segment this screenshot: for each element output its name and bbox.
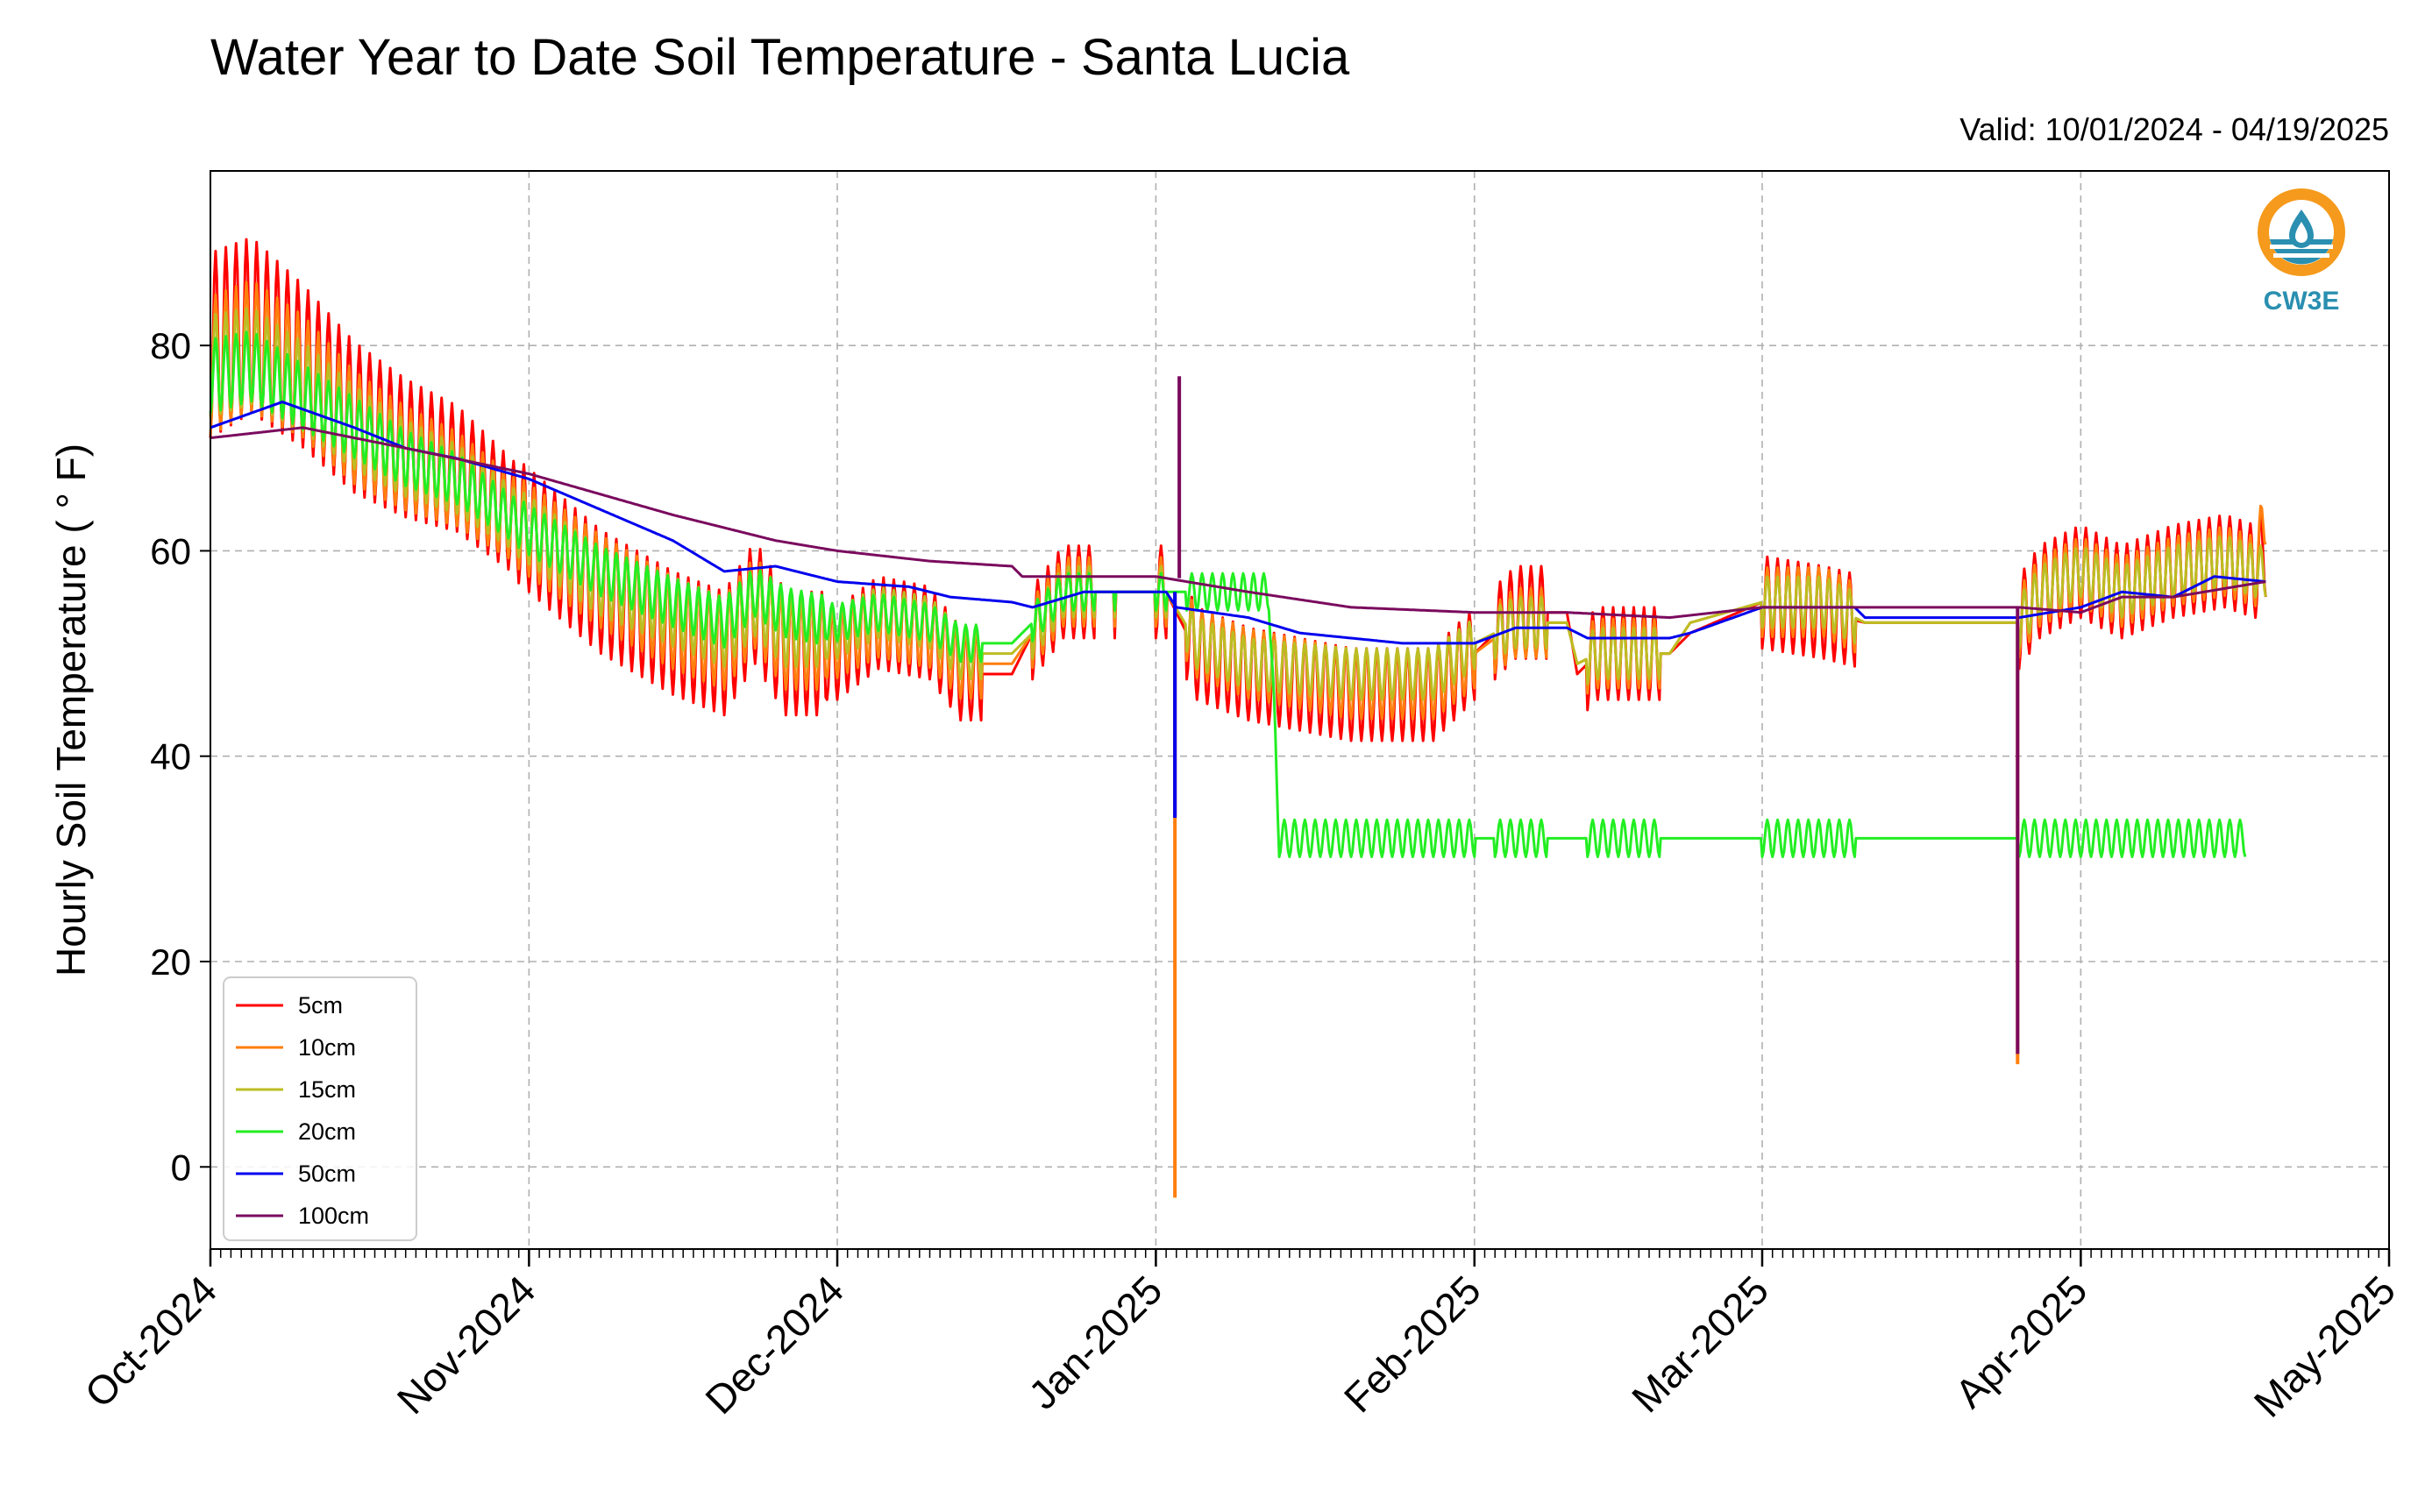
logo-text: CW3E	[2264, 287, 2340, 316]
series-line-50cm	[210, 401, 2266, 645]
y-tick-label: 20	[150, 941, 191, 983]
series-lines	[209, 238, 2267, 1198]
y-axis-label: Hourly Soil Temperature ( ° F)	[48, 444, 94, 976]
y-tick-label: 40	[150, 736, 191, 777]
series-line-20cm	[209, 330, 2247, 858]
legend: 5cm 10cm 15cm 20cm 50cm 100cm	[223, 976, 417, 1241]
legend-label: 15cm	[298, 1076, 356, 1103]
valid-date-range: Valid: 10/01/2024 - 04/19/2025	[1959, 111, 2389, 147]
y-tick-label: 80	[150, 325, 191, 366]
cw3e-logo-icon: CW3E	[2258, 188, 2345, 316]
legend-label: 10cm	[298, 1034, 356, 1061]
y-tick-label: 60	[150, 530, 191, 571]
x-minor-ticks	[210, 1249, 2390, 1258]
y-tick-label: 0	[171, 1146, 191, 1188]
chart-title: Water Year to Date Soil Temperature - Sa…	[210, 29, 1350, 86]
legend-label: 50cm	[298, 1161, 356, 1187]
legend-label: 20cm	[298, 1118, 356, 1145]
series-line-100cm	[210, 426, 2266, 620]
legend-label: 5cm	[298, 992, 343, 1019]
legend-label: 100cm	[298, 1203, 369, 1229]
